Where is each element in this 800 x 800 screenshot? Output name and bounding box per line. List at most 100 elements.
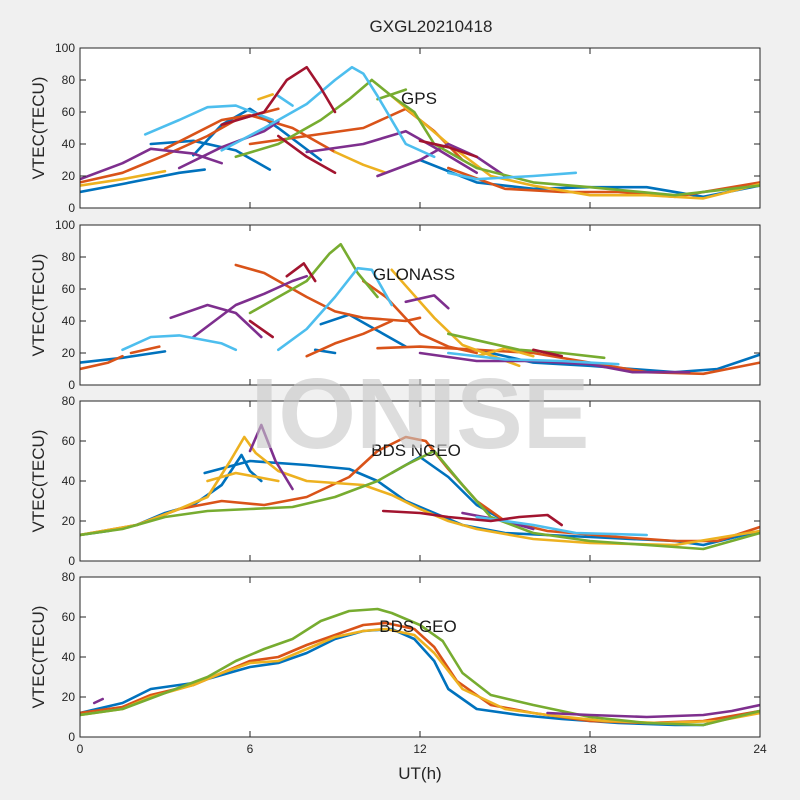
y-tick-label: 80 <box>62 570 76 584</box>
y-tick-label: 60 <box>62 282 76 296</box>
y-tick-label: 100 <box>55 218 75 232</box>
series-line <box>333 150 388 175</box>
series-line <box>381 509 563 527</box>
series-line <box>285 262 317 283</box>
series-group <box>80 65 760 200</box>
y-axis-label: VTEC(TECU) <box>29 430 48 533</box>
y-axis-label: VTEC(TECU) <box>29 77 48 180</box>
series-line <box>447 351 620 366</box>
plot-area <box>80 225 760 385</box>
x-tick-label: 6 <box>247 742 254 756</box>
series-line <box>80 168 206 194</box>
y-tick-label: 80 <box>62 73 76 87</box>
series-line <box>390 94 760 200</box>
series-line <box>129 345 161 355</box>
y-tick-label: 40 <box>62 474 76 488</box>
series-line <box>376 345 760 376</box>
series-line <box>305 129 478 175</box>
plot-area <box>80 577 760 737</box>
series-group <box>80 607 760 727</box>
series-group <box>80 242 760 376</box>
panel-label: GLONASS <box>373 265 455 284</box>
y-tick-label: 80 <box>62 394 76 408</box>
series-line <box>206 471 280 483</box>
series-line <box>80 627 760 725</box>
y-tick-label: 60 <box>62 105 76 119</box>
series-line <box>370 78 760 197</box>
y-tick-label: 40 <box>62 650 76 664</box>
y-tick-label: 60 <box>62 434 76 448</box>
series-line <box>418 351 691 374</box>
series-line <box>80 350 167 364</box>
y-tick-label: 80 <box>62 250 76 264</box>
y-axis-label: VTEC(TECU) <box>29 254 48 357</box>
y-tick-label: 0 <box>68 554 75 568</box>
series-line <box>532 348 563 358</box>
series-line <box>220 65 436 159</box>
series-line <box>80 449 760 551</box>
chart-panel-0: 0 20 40 60 80 100 VTEC(TECU) GPS <box>29 41 761 215</box>
series-line <box>234 263 422 323</box>
y-tick-label: 0 <box>68 730 75 744</box>
x-tick-label: 0 <box>77 742 84 756</box>
series-line <box>169 303 263 339</box>
series-line <box>149 139 272 171</box>
series-line <box>234 78 374 159</box>
series-line <box>447 171 578 181</box>
series-line <box>192 274 308 339</box>
series-line <box>376 88 408 101</box>
series-line <box>121 334 238 352</box>
series-line <box>319 313 408 348</box>
series-line <box>475 515 648 537</box>
chart-panel-3: 0 20 40 60 80 0 6 12 18 24 VTEC(TECU) BDS GEO <box>29 570 767 756</box>
x-tick-label: 24 <box>753 742 767 756</box>
series-line <box>277 134 337 175</box>
y-tick-label: 20 <box>62 169 76 183</box>
series-line <box>80 435 760 547</box>
y-axis-label: VTEC(TECU) <box>29 606 48 709</box>
series-line <box>475 346 535 358</box>
chart-panel-2: 0 20 40 60 80 VTEC(TECU) BDS NGEO <box>29 394 761 568</box>
y-tick-label: 60 <box>62 610 76 624</box>
panel-label: BDS NGEO <box>371 441 461 460</box>
x-tick-label: 12 <box>413 742 427 756</box>
y-tick-label: 0 <box>68 378 75 392</box>
y-tick-label: 20 <box>62 690 76 704</box>
y-tick-label: 40 <box>62 137 76 151</box>
series-line <box>248 319 274 339</box>
y-tick-label: 20 <box>62 514 76 528</box>
y-tick-label: 100 <box>55 41 75 55</box>
y-tick-label: 40 <box>62 314 76 328</box>
panel-label: GPS <box>401 89 437 108</box>
x-axis-label: UT(h) <box>398 764 441 783</box>
plot-area <box>80 48 760 208</box>
series-line <box>220 65 337 127</box>
series-line <box>376 142 507 178</box>
panel-label: BDS GEO <box>379 617 456 636</box>
series-group <box>80 423 760 551</box>
series-line <box>80 169 167 187</box>
series-line <box>80 435 760 543</box>
series-line <box>305 319 393 358</box>
chart-panel-1: 0 20 40 60 80 100 VTEC(TECU) GLONASS <box>29 218 761 392</box>
series-line <box>92 697 104 705</box>
series-line <box>418 139 478 159</box>
y-tick-label: 20 <box>62 346 76 360</box>
series-line <box>80 354 124 371</box>
series-line <box>546 703 760 719</box>
series-line <box>447 332 606 360</box>
series-line <box>277 94 294 107</box>
x-tick-label: 18 <box>583 742 597 756</box>
series-line <box>143 104 274 136</box>
watermark: IONISE <box>251 358 590 470</box>
y-tick-label: 0 <box>68 201 75 215</box>
series-line <box>257 93 274 101</box>
series-line <box>248 423 294 491</box>
series-line <box>277 266 393 352</box>
figure-title: GXGL20210418 <box>370 17 493 36</box>
series-line <box>390 268 521 368</box>
series-line <box>404 294 450 310</box>
series-line <box>248 242 379 315</box>
